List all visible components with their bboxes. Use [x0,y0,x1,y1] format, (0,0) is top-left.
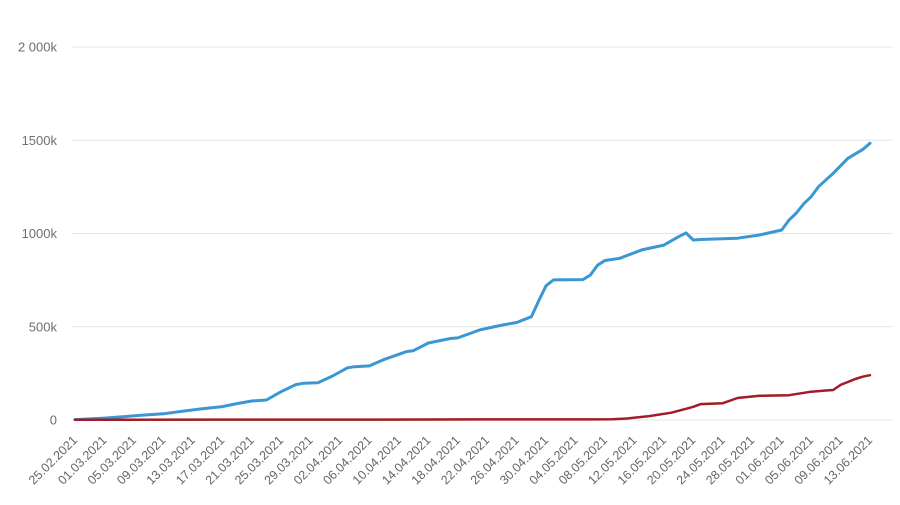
y-axis-label: 1000k [22,226,58,241]
y-axis-labels: 0 500k 1000k 1500k 2 000k [18,40,58,428]
y-axis-label: 2 000k [18,40,58,55]
gridlines [72,46,893,421]
y-axis-label: 0 [50,413,57,428]
y-axis-label: 1500k [22,133,58,148]
x-axis-labels: 25.02.202101.03.202105.03.202109.03.2021… [26,433,875,487]
series-blue-line [73,141,872,422]
y-axis-label: 500k [29,319,58,334]
series-dark-red-line [73,373,872,422]
